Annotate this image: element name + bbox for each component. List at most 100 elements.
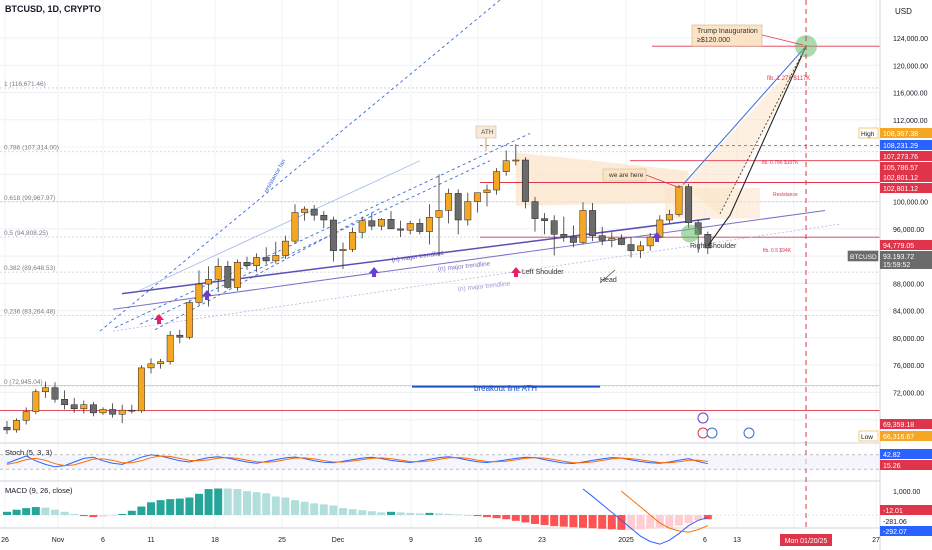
tag-name-box	[858, 430, 879, 442]
major-trendline	[121, 217, 711, 295]
symbol-title: BTCUSD, 1D, CRYPTO	[5, 4, 101, 14]
annotations	[154, 0, 817, 528]
candle-body	[483, 189, 491, 193]
event-icon	[706, 427, 718, 439]
time-tick: 11	[147, 537, 154, 544]
price-tag-value: 93,193.72	[883, 254, 914, 261]
we-are-here-label: we are here	[608, 172, 644, 179]
fan-line	[99, 0, 501, 332]
candle-body	[502, 160, 510, 172]
candle-body	[454, 193, 462, 221]
macd-bar	[473, 515, 482, 517]
price-tick: 96,000.00	[893, 227, 924, 234]
macd-bar	[156, 500, 165, 515]
candle-body	[301, 208, 309, 213]
macd-tag	[880, 526, 932, 536]
chart-grid: 1 (116,671.46) 0.786 (107,314.00) 0.618 (9…	[0, 0, 932, 529]
fib-label: 0.5 (94,808.25)	[4, 230, 48, 237]
price-tag-value: 107,273.76	[883, 154, 918, 161]
price-axis[interactable]: 124,000.00 120,000.00 116,000.00 112,000.00…	[847, 0, 932, 550]
candle-body	[253, 257, 261, 266]
macd-bar	[463, 515, 472, 516]
candle-body	[521, 159, 529, 202]
candle-body	[435, 210, 443, 218]
candle-body	[109, 409, 117, 415]
time-tick: 16	[474, 537, 482, 544]
macd-bar	[454, 514, 463, 516]
macd-bar	[108, 515, 117, 516]
candle-body	[272, 255, 280, 262]
candle-body	[512, 159, 520, 162]
fib-label: 0.236 (83,264.48)	[4, 309, 55, 316]
candle-body	[416, 223, 424, 232]
pattern-zone	[515, 152, 689, 206]
macd-bar	[684, 515, 693, 523]
candle-body	[627, 244, 635, 251]
tag-name-box	[847, 250, 879, 262]
right-shoulder-label: Right Shoulder	[690, 243, 737, 250]
candle-body	[464, 201, 472, 221]
macd-bar	[60, 511, 69, 515]
macd-pane	[0, 488, 880, 545]
candle-body	[137, 367, 145, 412]
macd-bar	[185, 497, 194, 515]
price-tag-value: 15:59:52	[883, 262, 910, 269]
candle-body	[310, 208, 318, 216]
price-tick: 88,000.00	[893, 281, 924, 288]
time-axis[interactable]: 26Nov6111825Dec9162320256132027Mon 01/20…	[1, 534, 880, 546]
major-trendline-label-3: (n) major trendline	[457, 280, 511, 293]
macd-bar	[22, 508, 31, 515]
macd-bar	[3, 511, 11, 515]
fib-1272-label: fib. 1.272 $117K	[767, 76, 810, 82]
stoch-tag-value: 15.26	[883, 463, 901, 470]
macd-bar	[646, 515, 655, 529]
candle-body	[291, 212, 299, 242]
macd-bar	[137, 506, 146, 515]
macd-bar	[406, 512, 415, 515]
candle-body	[541, 218, 549, 221]
candle-body	[262, 257, 270, 262]
price-tag	[880, 240, 932, 250]
candle-body	[157, 361, 165, 365]
event-icon	[743, 427, 755, 439]
candle-body	[22, 411, 30, 421]
stoch-band	[0, 454, 880, 470]
price-tick: 72,000.00	[893, 390, 924, 397]
candle-body	[445, 193, 453, 211]
macd-bar	[31, 507, 40, 515]
macd-bar	[300, 501, 309, 515]
candle-body	[637, 245, 645, 251]
macd-bar	[319, 504, 328, 515]
candle-body	[320, 214, 328, 221]
macd-bar	[694, 515, 703, 521]
price-tag-value: 108,231.29	[883, 143, 918, 150]
right-shoulder-circle	[681, 224, 699, 243]
candle-body	[51, 387, 59, 400]
price-tick: 76,000.00	[893, 363, 924, 370]
stoch-pane	[0, 454, 880, 470]
macd-tick: 1,000.00	[893, 489, 920, 496]
candle-body	[368, 220, 376, 227]
macd-bar	[252, 492, 261, 515]
head-pointer	[599, 269, 616, 284]
macd-tag-value: -292.07	[883, 529, 907, 536]
fan-solid-line	[139, 160, 421, 291]
macd-bar	[348, 509, 357, 515]
macd-bar	[310, 503, 319, 515]
candle-body	[358, 220, 366, 233]
left-shoulder-label: Left Shoulder	[522, 269, 564, 276]
major-trendline-2	[112, 209, 826, 310]
macd-bar	[540, 515, 549, 526]
major-trendline-label-2: (n) major trendline	[437, 260, 491, 273]
macd-bar	[223, 488, 232, 515]
macd-bar	[195, 493, 203, 515]
candle-body	[425, 217, 433, 232]
macd-bar	[483, 515, 491, 518]
macd-bar	[531, 515, 539, 525]
time-tick: 6	[703, 537, 707, 544]
candle-body	[617, 238, 625, 245]
candle-body	[579, 210, 587, 243]
price-tag	[880, 183, 932, 193]
we-are-here-pointer	[645, 174, 681, 189]
